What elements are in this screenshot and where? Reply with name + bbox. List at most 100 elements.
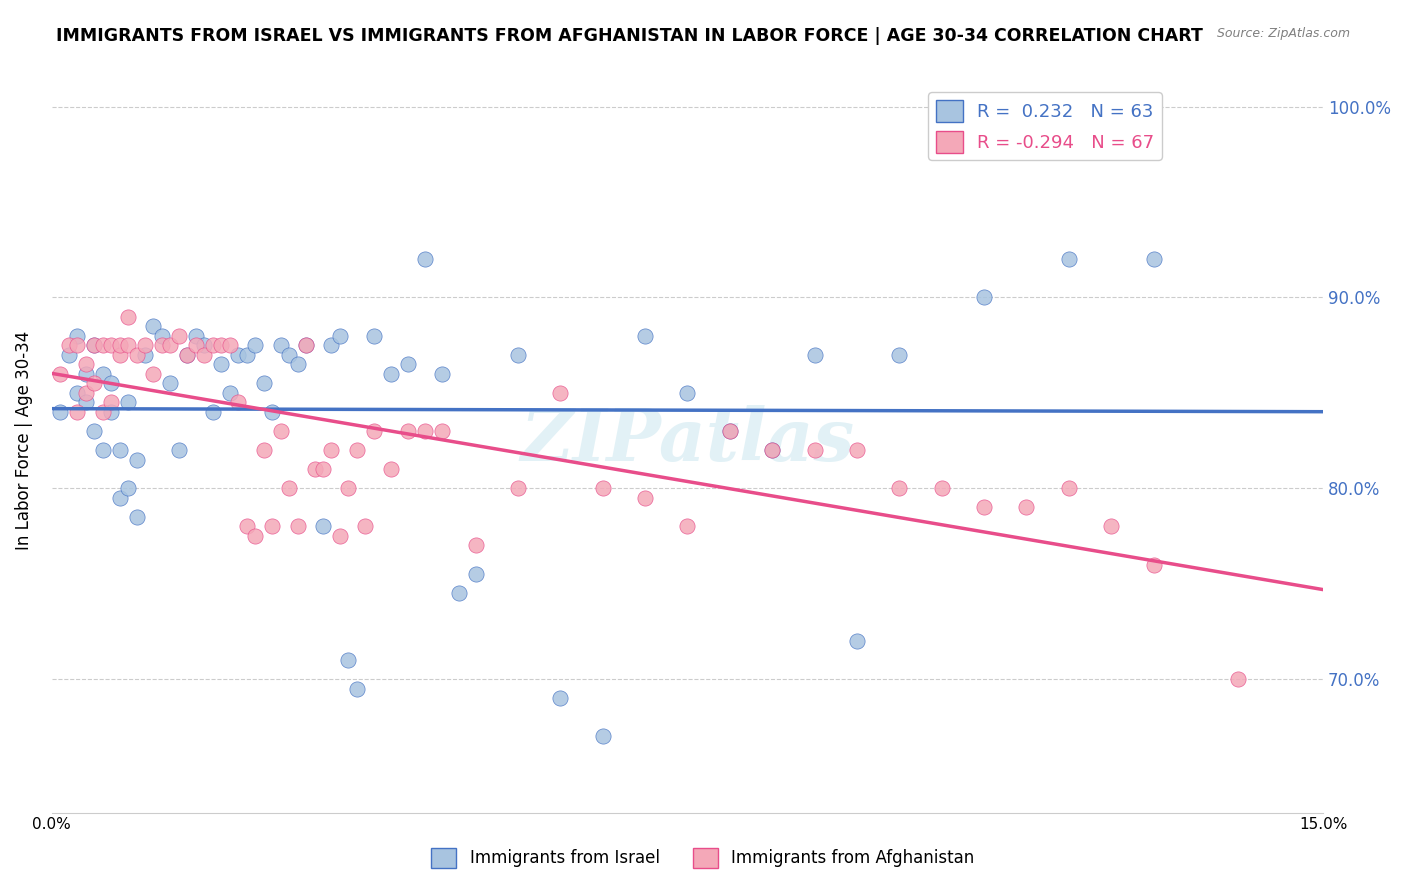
Y-axis label: In Labor Force | Age 30-34: In Labor Force | Age 30-34 [15, 331, 32, 550]
Point [312, 519, 335, 533]
Point [550, 691, 572, 706]
Point [134, 348, 156, 362]
Point [430, 424, 453, 438]
Point [464, 538, 486, 552]
Point [117, 395, 139, 409]
Point [150, 328, 173, 343]
Point [430, 367, 453, 381]
Text: Source: ZipAtlas.com: Source: ZipAtlas.com [1216, 27, 1350, 40]
Point [100, 405, 122, 419]
Point [209, 357, 232, 371]
Point [304, 462, 326, 476]
Point [973, 500, 995, 515]
Point [1142, 252, 1164, 267]
Point [108, 491, 131, 505]
Point [91, 338, 114, 352]
Point [321, 338, 343, 352]
Point [100, 338, 122, 352]
Point [66, 405, 89, 419]
Point [49, 367, 72, 381]
Point [1227, 672, 1250, 686]
Point [66, 328, 89, 343]
Point [1057, 252, 1080, 267]
Point [889, 481, 911, 495]
Point [235, 519, 257, 533]
Point [396, 357, 419, 371]
Point [1142, 558, 1164, 572]
Point [506, 481, 529, 495]
Text: IMMIGRANTS FROM ISRAEL VS IMMIGRANTS FROM AFGHANISTAN IN LABOR FORCE | AGE 30-34: IMMIGRANTS FROM ISRAEL VS IMMIGRANTS FRO… [56, 27, 1204, 45]
Point [83, 376, 105, 391]
Point [108, 338, 131, 352]
Point [184, 328, 207, 343]
Point [150, 338, 173, 352]
Point [58, 348, 80, 362]
Point [803, 443, 825, 458]
Point [184, 338, 207, 352]
Point [337, 653, 360, 667]
Point [262, 405, 284, 419]
Point [91, 405, 114, 419]
Point [49, 405, 72, 419]
Point [718, 424, 741, 438]
Legend: Immigrants from Israel, Immigrants from Afghanistan: Immigrants from Israel, Immigrants from … [425, 841, 981, 875]
Point [889, 348, 911, 362]
Point [91, 443, 114, 458]
Point [253, 443, 276, 458]
Text: ZIPatlas: ZIPatlas [520, 405, 855, 476]
Point [634, 328, 657, 343]
Point [75, 367, 97, 381]
Point [676, 385, 699, 400]
Point [176, 348, 198, 362]
Point [218, 385, 240, 400]
Point [363, 328, 385, 343]
Point [193, 348, 215, 362]
Point [464, 567, 486, 582]
Point [761, 443, 783, 458]
Point [167, 328, 190, 343]
Point [83, 338, 105, 352]
Point [846, 443, 869, 458]
Point [718, 424, 741, 438]
Point [108, 443, 131, 458]
Point [66, 385, 89, 400]
Point [253, 376, 276, 391]
Point [209, 338, 232, 352]
Point [592, 481, 614, 495]
Point [243, 338, 266, 352]
Point [125, 509, 148, 524]
Point [201, 338, 224, 352]
Point [159, 376, 181, 391]
Point [243, 529, 266, 543]
Point [761, 443, 783, 458]
Point [380, 367, 402, 381]
Point [125, 348, 148, 362]
Point [100, 395, 122, 409]
Point [295, 338, 318, 352]
Point [270, 338, 292, 352]
Point [117, 338, 139, 352]
Point [803, 348, 825, 362]
Point [142, 367, 165, 381]
Point [278, 348, 301, 362]
Point [973, 290, 995, 304]
Point [413, 424, 436, 438]
Point [337, 481, 360, 495]
Point [363, 424, 385, 438]
Point [396, 424, 419, 438]
Point [66, 338, 89, 352]
Point [83, 424, 105, 438]
Point [346, 443, 368, 458]
Point [117, 310, 139, 324]
Point [193, 338, 215, 352]
Point [176, 348, 198, 362]
Point [218, 338, 240, 352]
Point [58, 338, 80, 352]
Point [846, 633, 869, 648]
Point [287, 519, 309, 533]
Point [380, 462, 402, 476]
Point [413, 252, 436, 267]
Point [287, 357, 309, 371]
Point [550, 385, 572, 400]
Point [117, 481, 139, 495]
